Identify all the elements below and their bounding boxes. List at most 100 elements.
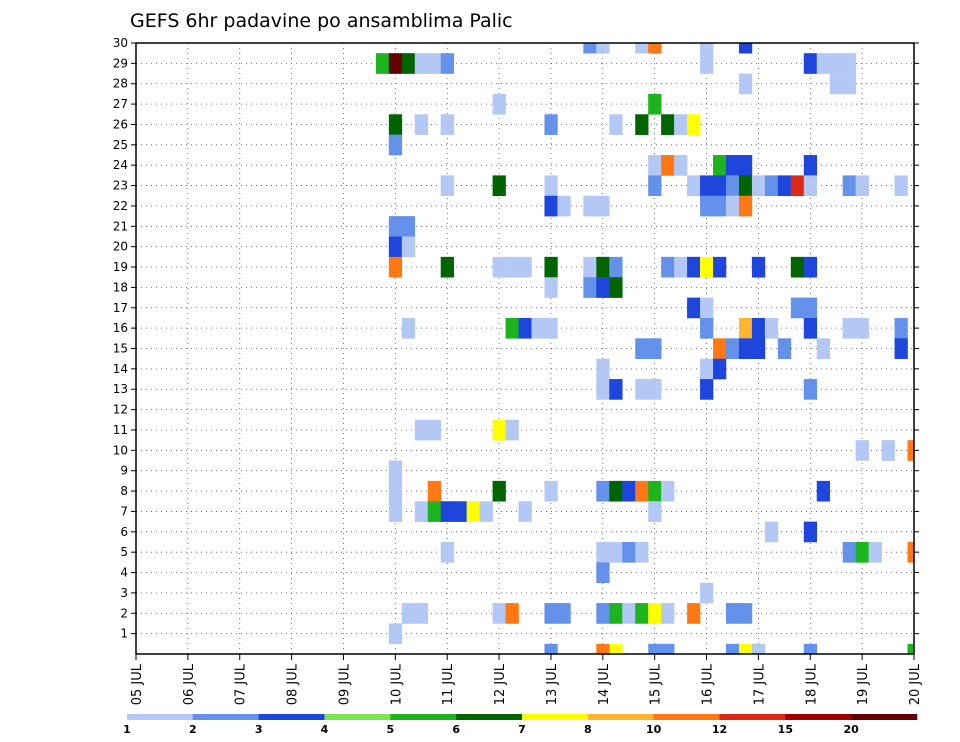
colorbar-label-5: 6 [452, 723, 460, 736]
y-axis: 1234567891011121314151617181920212223242… [113, 36, 919, 641]
cell-17 [738, 73, 753, 95]
cell-29 [674, 114, 688, 135]
cell-86 [583, 277, 597, 298]
colorbar-label-0: 1 [123, 723, 131, 736]
y-tick-label-12: 12 [113, 403, 128, 417]
x-tick-label-6: 11 JUL [441, 663, 456, 705]
cell-155 [596, 541, 610, 563]
cell-177 [687, 603, 701, 624]
cell-8 [635, 43, 649, 54]
colorbar-swatch-6 [522, 714, 589, 720]
cell-83 [790, 256, 805, 278]
cell-170 [557, 603, 571, 624]
cell-13 [803, 53, 818, 74]
cell-10 [700, 43, 714, 54]
y-tick-label-27: 27 [113, 97, 128, 111]
x-tick-label-0: 05 JUL [130, 663, 145, 705]
x-tick-label-8: 13 JUL [545, 663, 560, 705]
cell-117 [713, 358, 727, 380]
cell-125 [427, 419, 442, 441]
cell-123 [803, 379, 818, 400]
colorbar-swatch-1 [192, 714, 259, 720]
cell-124 [414, 419, 429, 441]
cell-5 [440, 53, 454, 74]
cell-156 [609, 541, 623, 563]
plot-frame [135, 42, 915, 655]
cell-171 [596, 603, 610, 624]
x-tick-label-12: 17 JUL [752, 663, 767, 705]
colorbar-label-4: 5 [387, 723, 395, 736]
cell-85 [544, 277, 558, 298]
y-tick-label-21: 21 [113, 219, 128, 233]
cell-131 [388, 460, 403, 482]
cell-147 [453, 501, 467, 522]
cell-84 [803, 256, 818, 278]
cell-154 [440, 541, 454, 563]
y-tick-label-16: 16 [113, 321, 128, 335]
cell-19 [842, 73, 856, 95]
cell-101 [764, 317, 779, 339]
colorbar-swatch-5 [456, 714, 523, 720]
cell-43 [687, 175, 701, 197]
cell-77 [661, 256, 675, 278]
colorbar-label-3: 4 [321, 723, 329, 736]
cell-127 [505, 419, 519, 441]
colorbar-swatch-9 [719, 714, 786, 720]
cell-97 [544, 317, 558, 339]
cell-116 [700, 358, 714, 380]
cell-61 [713, 195, 727, 217]
cell-184 [648, 643, 662, 655]
cell-188 [751, 643, 766, 655]
colorbar-label-10: 15 [778, 723, 793, 736]
y-tick-label-30: 30 [113, 36, 128, 50]
y-tick-label-15: 15 [113, 342, 128, 356]
cell-50 [777, 175, 792, 197]
x-tick-label-11: 16 JUL [701, 663, 716, 705]
cell-9 [648, 43, 662, 54]
cell-52 [803, 175, 818, 197]
cell-6 [583, 43, 597, 54]
cell-149 [479, 501, 493, 522]
cell-110 [738, 338, 753, 359]
y-tick-label-17: 17 [113, 301, 128, 315]
cell-122 [700, 379, 714, 400]
cell-152 [764, 521, 779, 543]
cell-39 [440, 175, 454, 197]
cell-1 [388, 53, 403, 74]
colorbar: 1 2 3 4 5 6 7 8 10 12 15 20 [123, 714, 918, 736]
cell-72 [518, 256, 532, 278]
cell-103 [842, 317, 856, 339]
cell-120 [635, 379, 649, 400]
cell-27 [635, 114, 649, 135]
cell-121 [648, 379, 662, 400]
cell-166 [414, 603, 429, 624]
x-tick-label-10: 15 JUL [649, 663, 664, 705]
cell-119 [609, 379, 623, 400]
x-tick-label-2: 07 JUL [234, 663, 249, 705]
cell-190 [907, 643, 915, 655]
colorbar-swatch-8 [653, 714, 720, 720]
colorbar-swatch-3 [324, 714, 391, 720]
cell-65 [401, 216, 416, 237]
cell-93 [401, 317, 416, 339]
chart-title: GEFS 6hr padavine po ansamblima Palic [130, 10, 513, 32]
cell-148 [466, 501, 480, 522]
cell-176 [661, 603, 675, 624]
cell-178 [725, 603, 740, 624]
y-tick-label-6: 6 [120, 525, 128, 539]
cell-130 [907, 440, 915, 461]
y-tick-label-13: 13 [113, 382, 128, 396]
cell-89 [687, 297, 701, 319]
cell-24 [440, 114, 454, 135]
cell-46 [725, 175, 740, 197]
cell-173 [622, 603, 636, 624]
cell-138 [622, 480, 636, 502]
cell-23 [414, 114, 429, 135]
cell-136 [596, 480, 610, 502]
cell-162 [907, 541, 915, 563]
cell-11 [738, 43, 753, 54]
x-tick-label-14: 19 JUL [856, 663, 871, 705]
cell-21 [648, 93, 662, 115]
cell-95 [518, 317, 532, 339]
cell-112 [777, 338, 792, 359]
